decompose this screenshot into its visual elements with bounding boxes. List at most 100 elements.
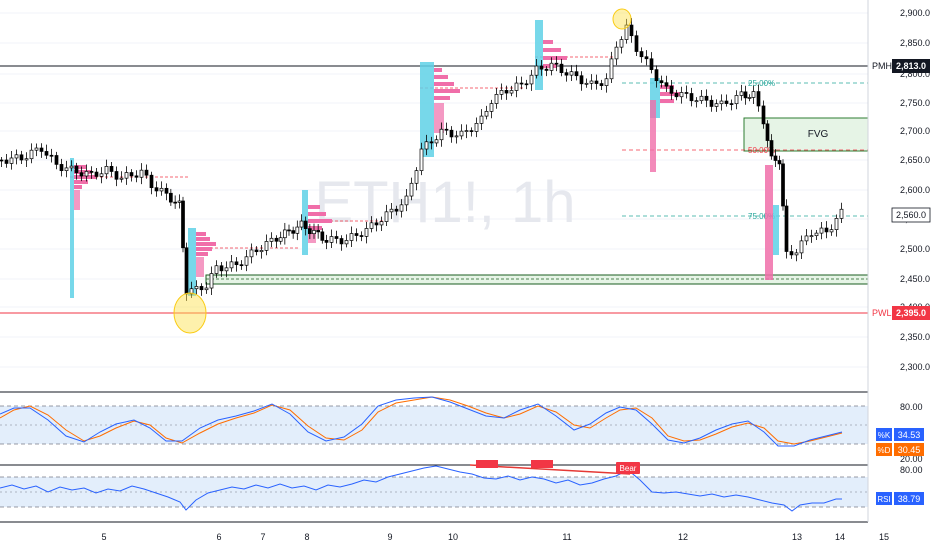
candle-bull bbox=[739, 91, 744, 96]
candle-bull bbox=[514, 82, 519, 91]
candle-bear bbox=[359, 235, 364, 237]
candle-bear bbox=[429, 141, 434, 144]
pmh-price-value: 2,813.0 bbox=[896, 61, 926, 71]
candle-bear bbox=[274, 237, 279, 242]
candle-bull bbox=[104, 166, 109, 175]
candle-bull bbox=[244, 256, 249, 266]
price-tick: 2,450.0 bbox=[900, 274, 930, 284]
candle-bear bbox=[524, 83, 529, 86]
stoch-20-label: 20.00 bbox=[900, 454, 923, 464]
stoch-d-value: 30.45 bbox=[898, 445, 921, 455]
candle-bear bbox=[74, 165, 79, 174]
candle-bear bbox=[134, 175, 139, 178]
candle-bull bbox=[584, 82, 589, 85]
candle-bull bbox=[124, 172, 129, 179]
candle-bear bbox=[574, 71, 579, 77]
price-tick: 2,850.0 bbox=[900, 38, 930, 48]
candle-bear bbox=[316, 230, 321, 233]
candle-bull bbox=[299, 220, 304, 228]
candle-bull bbox=[34, 147, 39, 151]
price-tick: 2,650.0 bbox=[900, 155, 930, 165]
time-tick: 11 bbox=[562, 532, 571, 542]
volume-profiles bbox=[70, 20, 779, 298]
candle-bear bbox=[374, 222, 379, 226]
candle-bull bbox=[409, 182, 414, 197]
candle-bull bbox=[224, 267, 229, 272]
candle-bear bbox=[44, 151, 49, 156]
candle-bull bbox=[204, 287, 209, 291]
candle-bear bbox=[564, 72, 569, 76]
price-tick: 2,750.0 bbox=[900, 98, 930, 108]
candle-bull bbox=[282, 229, 287, 239]
candle-bear bbox=[49, 154, 54, 157]
stoch-d-label: %D bbox=[878, 446, 891, 455]
rsi-pane[interactable]: Bear 80.00 RSI 38.79 bbox=[0, 460, 924, 512]
candle-bear bbox=[784, 205, 789, 252]
candle-bull bbox=[609, 58, 614, 80]
candle-bear bbox=[324, 240, 329, 243]
candle-bull bbox=[719, 100, 724, 105]
candle-bear bbox=[149, 174, 154, 189]
candle-bear bbox=[765, 123, 770, 141]
time-tick: 12 bbox=[678, 532, 688, 542]
candle-bear bbox=[307, 228, 312, 235]
candle-bear bbox=[789, 251, 794, 256]
watermark: ETH1!, 1h bbox=[314, 170, 575, 235]
candle-bull bbox=[479, 115, 484, 124]
candle-bull bbox=[389, 208, 394, 213]
candle-bear bbox=[129, 172, 134, 177]
candle-bull bbox=[349, 233, 354, 241]
candles[interactable] bbox=[0, 18, 844, 301]
candle-bear bbox=[219, 265, 224, 272]
candle-bull bbox=[619, 39, 624, 48]
stoch-80-label: 80.00 bbox=[900, 402, 923, 412]
candle-bull bbox=[509, 90, 514, 94]
candle-bull bbox=[329, 236, 334, 243]
candle-bear bbox=[729, 103, 734, 105]
candle-bear bbox=[303, 220, 308, 229]
candle-bear bbox=[234, 261, 239, 266]
candle-bear bbox=[334, 236, 339, 239]
candle-bear bbox=[824, 227, 829, 233]
candle-bear bbox=[109, 166, 114, 172]
candle-bull bbox=[454, 135, 459, 138]
candle-bull bbox=[484, 111, 489, 117]
candle-bull bbox=[159, 187, 164, 192]
candle-bull bbox=[714, 103, 719, 107]
candle-bull bbox=[295, 226, 300, 234]
candle-bear bbox=[769, 140, 774, 157]
candle-bear bbox=[394, 208, 399, 212]
candle-bull bbox=[24, 158, 29, 161]
candle-bull bbox=[194, 286, 199, 290]
time-tick: 9 bbox=[387, 532, 392, 542]
time-axis[interactable]: 5 6 7 8 9 10 11 12 13 14 15 bbox=[101, 532, 889, 542]
candle-bear bbox=[761, 105, 766, 125]
fvg-label: FVG bbox=[808, 129, 829, 140]
candle-bear bbox=[89, 171, 94, 173]
candle-bear bbox=[773, 155, 778, 161]
pwl-price-badge bbox=[892, 306, 930, 320]
candle-bull bbox=[384, 211, 389, 222]
candle-bear bbox=[743, 91, 748, 99]
candle-bear bbox=[664, 82, 669, 87]
low-highlight bbox=[173, 292, 207, 334]
candle-bull bbox=[209, 273, 214, 289]
candle-bear bbox=[594, 80, 599, 84]
candle-bull bbox=[364, 228, 369, 237]
time-tick: 15 bbox=[879, 532, 889, 542]
candle-bear bbox=[339, 238, 344, 245]
candle-bear bbox=[629, 24, 634, 37]
candle-bull bbox=[434, 139, 439, 144]
candle-bear bbox=[449, 129, 454, 138]
price-tick: 2,600.0 bbox=[900, 185, 930, 195]
candle-bull bbox=[499, 90, 504, 95]
candle-bull bbox=[14, 154, 19, 159]
stoch-pane[interactable]: 80.00 20.00 %K 34.53 %D 30.45 bbox=[0, 396, 924, 464]
candle-bull bbox=[64, 167, 69, 172]
candle-bull bbox=[259, 250, 264, 253]
candle-bear bbox=[579, 75, 584, 85]
candle-bear bbox=[354, 233, 359, 236]
price-axis[interactable]: 2,900.0 2,850.0 2,800.0 2,750.0 2,700.0 … bbox=[867, 0, 931, 522]
